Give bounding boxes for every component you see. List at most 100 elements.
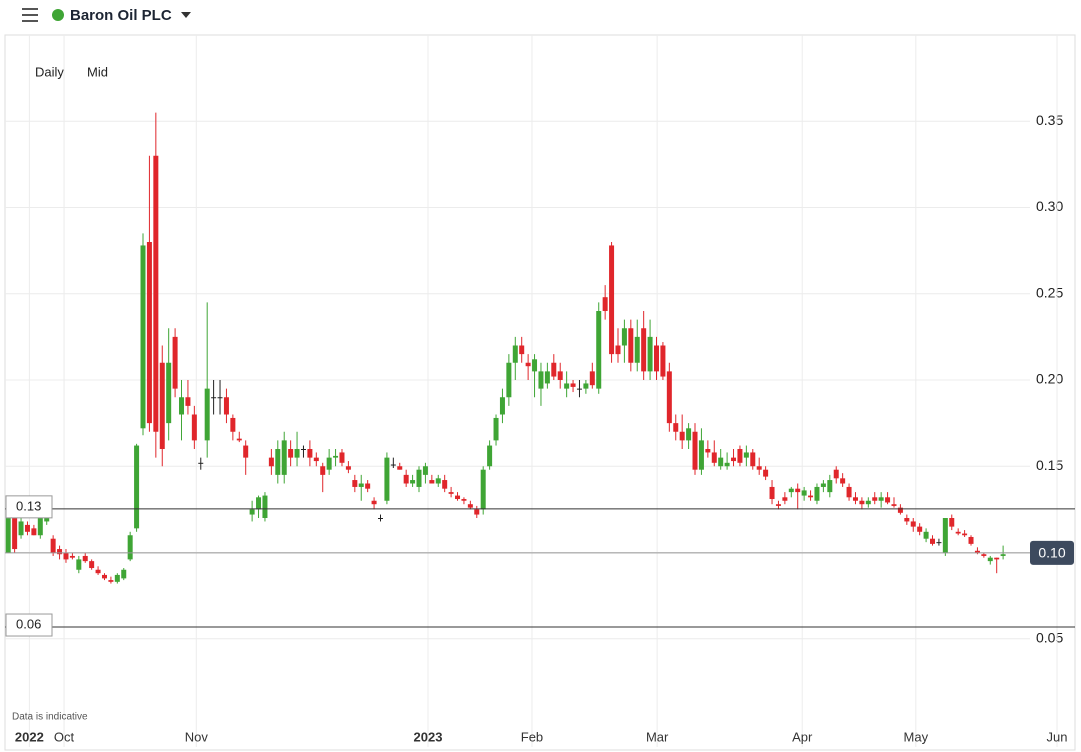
candle-body — [885, 497, 891, 503]
candle-body — [185, 397, 191, 406]
candle-body — [403, 474, 409, 484]
candle-body — [705, 449, 711, 453]
candle-body — [808, 495, 814, 498]
candle-body — [769, 486, 775, 500]
candle-body — [307, 449, 313, 458]
y-tick-label: 0.35 — [1036, 112, 1063, 128]
candle-body — [114, 574, 120, 582]
candle-body — [95, 569, 101, 574]
candle-body — [31, 528, 37, 536]
candle-body — [410, 480, 416, 484]
candle-body — [930, 538, 936, 544]
candle-body — [275, 449, 281, 475]
candle-body — [653, 345, 660, 372]
y-tick-label: 0.30 — [1036, 198, 1063, 214]
candle-body — [570, 383, 576, 387]
candle-body — [609, 245, 615, 355]
x-tick-label: May — [904, 729, 929, 744]
chart-frame — [4, 34, 1076, 751]
candle-body — [198, 462, 204, 464]
candle-body — [910, 521, 916, 527]
candle-body — [775, 504, 781, 506]
interval-button[interactable]: Daily — [35, 64, 64, 79]
candle-body — [814, 486, 820, 501]
candle-body — [615, 345, 621, 355]
x-tick-label: Jun — [1047, 729, 1068, 744]
candle-body — [63, 552, 69, 560]
candle-body — [172, 336, 178, 389]
candle-body — [146, 242, 152, 424]
candle-body — [698, 440, 704, 470]
candle-body — [82, 555, 88, 562]
candle-body — [949, 518, 955, 527]
candle-body — [917, 526, 923, 532]
candle-body — [159, 362, 165, 449]
candle-body — [872, 497, 878, 501]
candle-body — [76, 559, 82, 570]
candle-body — [750, 452, 756, 467]
candle-body — [788, 488, 794, 493]
x-tick-label: 2022 — [15, 729, 44, 744]
candle-body — [474, 509, 480, 515]
candle-body — [519, 345, 525, 355]
candle-body — [904, 518, 910, 522]
candle-body — [179, 397, 185, 415]
candle-body — [756, 466, 762, 470]
y-tick-label: 0.25 — [1036, 284, 1063, 300]
candle-body — [942, 518, 948, 553]
candle-body — [384, 457, 390, 501]
candle-body — [801, 490, 807, 496]
level-label: 0.06 — [16, 616, 41, 631]
x-tick-label: Apr — [792, 729, 813, 744]
candle-body — [557, 371, 563, 380]
candle-body — [422, 466, 428, 475]
candle-body — [711, 452, 717, 463]
candle-body — [865, 500, 871, 505]
candle-body — [442, 480, 448, 489]
candle-body — [101, 574, 107, 579]
candle-body — [358, 483, 364, 487]
candle-body — [455, 495, 461, 500]
price-button[interactable]: Mid — [87, 64, 108, 79]
candle-body — [211, 397, 217, 399]
candle-body — [448, 492, 454, 494]
candle-body — [891, 504, 897, 506]
x-tick-label: Nov — [185, 729, 209, 744]
candle-body — [288, 449, 294, 458]
candle-body — [679, 431, 685, 441]
candle-body — [89, 561, 95, 569]
candle-body — [955, 531, 961, 534]
candle-body — [994, 557, 1000, 560]
candle-body — [499, 397, 505, 415]
candle-body — [833, 469, 839, 479]
menu-icon[interactable] — [22, 8, 38, 22]
candle-body — [294, 449, 300, 458]
candle-body — [236, 438, 242, 441]
candle-body — [936, 542, 942, 544]
candle-body — [1000, 554, 1006, 556]
dropdown-caret[interactable] — [181, 12, 191, 18]
candle-body — [846, 486, 852, 498]
y-tick-label: 0.15 — [1036, 457, 1063, 473]
candle-body — [923, 531, 929, 539]
candle-body — [217, 397, 223, 399]
candle-body — [731, 457, 737, 462]
candle-body — [634, 336, 640, 363]
candle-body — [416, 469, 422, 487]
candle-body — [647, 336, 653, 372]
instrument-title[interactable]: Baron Oil PLC — [70, 7, 172, 24]
candle-body — [140, 245, 146, 429]
candle-body — [897, 507, 903, 513]
candle-body — [12, 518, 18, 550]
candle-body — [108, 580, 114, 582]
candle-body — [968, 536, 974, 544]
candle-body — [371, 500, 377, 505]
candle-body — [365, 483, 371, 489]
candle-body — [127, 535, 133, 560]
candle-body — [166, 362, 172, 424]
candle-body — [262, 495, 268, 518]
y-tick-label: 0.05 — [1036, 629, 1063, 645]
candle-body — [256, 497, 262, 510]
candle-body — [852, 497, 858, 501]
x-tick-label: Oct — [54, 729, 75, 744]
